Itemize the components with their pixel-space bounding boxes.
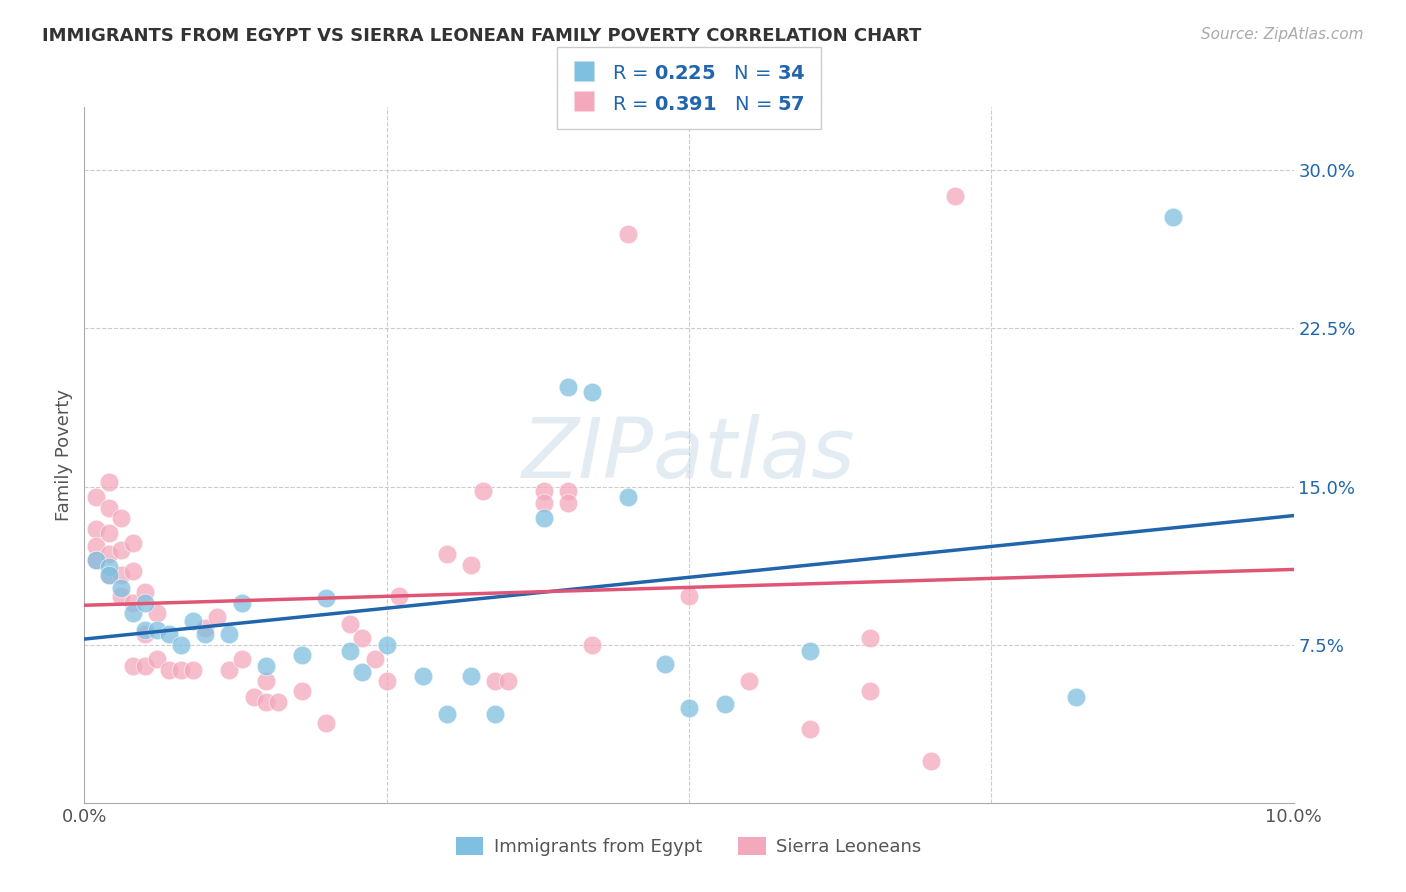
Point bbox=[375, 673, 398, 688]
Point bbox=[581, 384, 603, 399]
Point bbox=[339, 644, 361, 658]
Point bbox=[533, 483, 555, 498]
Point bbox=[110, 511, 132, 525]
Point bbox=[484, 707, 506, 722]
Point bbox=[110, 589, 132, 603]
Point bbox=[231, 595, 253, 609]
Point bbox=[1161, 210, 1184, 224]
Point bbox=[170, 663, 193, 677]
Point bbox=[86, 490, 108, 504]
Point bbox=[207, 610, 229, 624]
Point bbox=[557, 496, 579, 510]
Point bbox=[146, 652, 169, 666]
Point bbox=[121, 658, 143, 673]
Point bbox=[617, 490, 640, 504]
Point bbox=[97, 500, 120, 515]
Point bbox=[146, 606, 169, 620]
Point bbox=[859, 684, 882, 698]
Point bbox=[157, 663, 180, 677]
Point bbox=[254, 673, 277, 688]
Point bbox=[121, 536, 143, 550]
Text: IMMIGRANTS FROM EGYPT VS SIERRA LEONEAN FAMILY POVERTY CORRELATION CHART: IMMIGRANTS FROM EGYPT VS SIERRA LEONEAN … bbox=[42, 27, 921, 45]
Point bbox=[97, 559, 120, 574]
Point bbox=[110, 542, 132, 557]
Point bbox=[121, 595, 143, 609]
Point bbox=[581, 638, 603, 652]
Point bbox=[242, 690, 264, 705]
Point bbox=[110, 568, 132, 582]
Point bbox=[194, 621, 217, 635]
Point bbox=[738, 673, 761, 688]
Point bbox=[86, 539, 108, 553]
Point bbox=[97, 475, 120, 490]
Point bbox=[134, 623, 156, 637]
Point bbox=[121, 606, 143, 620]
Point bbox=[170, 638, 193, 652]
Point bbox=[97, 525, 120, 540]
Point bbox=[472, 483, 495, 498]
Point bbox=[496, 673, 519, 688]
Point bbox=[363, 652, 385, 666]
Point bbox=[460, 669, 482, 683]
Point bbox=[86, 522, 108, 536]
Point bbox=[194, 627, 217, 641]
Point bbox=[267, 695, 290, 709]
Point bbox=[557, 483, 579, 498]
Point bbox=[484, 673, 506, 688]
Point bbox=[110, 581, 132, 595]
Point bbox=[557, 380, 579, 394]
Point bbox=[181, 663, 204, 677]
Point bbox=[533, 511, 555, 525]
Point bbox=[460, 558, 482, 572]
Text: ZIPatlas: ZIPatlas bbox=[522, 415, 856, 495]
Point bbox=[121, 564, 143, 578]
Point bbox=[181, 615, 204, 629]
Point bbox=[654, 657, 676, 671]
Point bbox=[352, 665, 374, 679]
Point bbox=[218, 663, 240, 677]
Point bbox=[617, 227, 640, 241]
Point bbox=[291, 684, 314, 698]
Point bbox=[714, 697, 737, 711]
Point bbox=[436, 707, 458, 722]
Point bbox=[920, 754, 942, 768]
Point bbox=[86, 553, 108, 567]
Point bbox=[86, 553, 108, 567]
Point bbox=[436, 547, 458, 561]
Point bbox=[97, 568, 120, 582]
Point bbox=[134, 658, 156, 673]
Point bbox=[799, 722, 821, 736]
Point bbox=[678, 701, 700, 715]
Point bbox=[218, 627, 240, 641]
Point bbox=[157, 627, 180, 641]
Point bbox=[799, 644, 821, 658]
Point bbox=[315, 591, 337, 606]
Point bbox=[146, 623, 169, 637]
Point bbox=[412, 669, 434, 683]
Point bbox=[859, 632, 882, 646]
Point bbox=[231, 652, 253, 666]
Point bbox=[375, 638, 398, 652]
Point bbox=[1064, 690, 1087, 705]
Y-axis label: Family Poverty: Family Poverty bbox=[55, 389, 73, 521]
Point bbox=[315, 715, 337, 730]
Point bbox=[943, 188, 966, 202]
Point bbox=[533, 496, 555, 510]
Point bbox=[678, 589, 700, 603]
Point bbox=[134, 585, 156, 599]
Point bbox=[388, 589, 411, 603]
Point bbox=[97, 568, 120, 582]
Point bbox=[291, 648, 314, 663]
Text: Source: ZipAtlas.com: Source: ZipAtlas.com bbox=[1201, 27, 1364, 42]
Point bbox=[134, 595, 156, 609]
Point bbox=[352, 632, 374, 646]
Legend: Immigrants from Egypt, Sierra Leoneans: Immigrants from Egypt, Sierra Leoneans bbox=[449, 830, 929, 863]
Point bbox=[97, 547, 120, 561]
Point bbox=[339, 616, 361, 631]
Point bbox=[254, 695, 277, 709]
Point bbox=[134, 627, 156, 641]
Point bbox=[254, 658, 277, 673]
